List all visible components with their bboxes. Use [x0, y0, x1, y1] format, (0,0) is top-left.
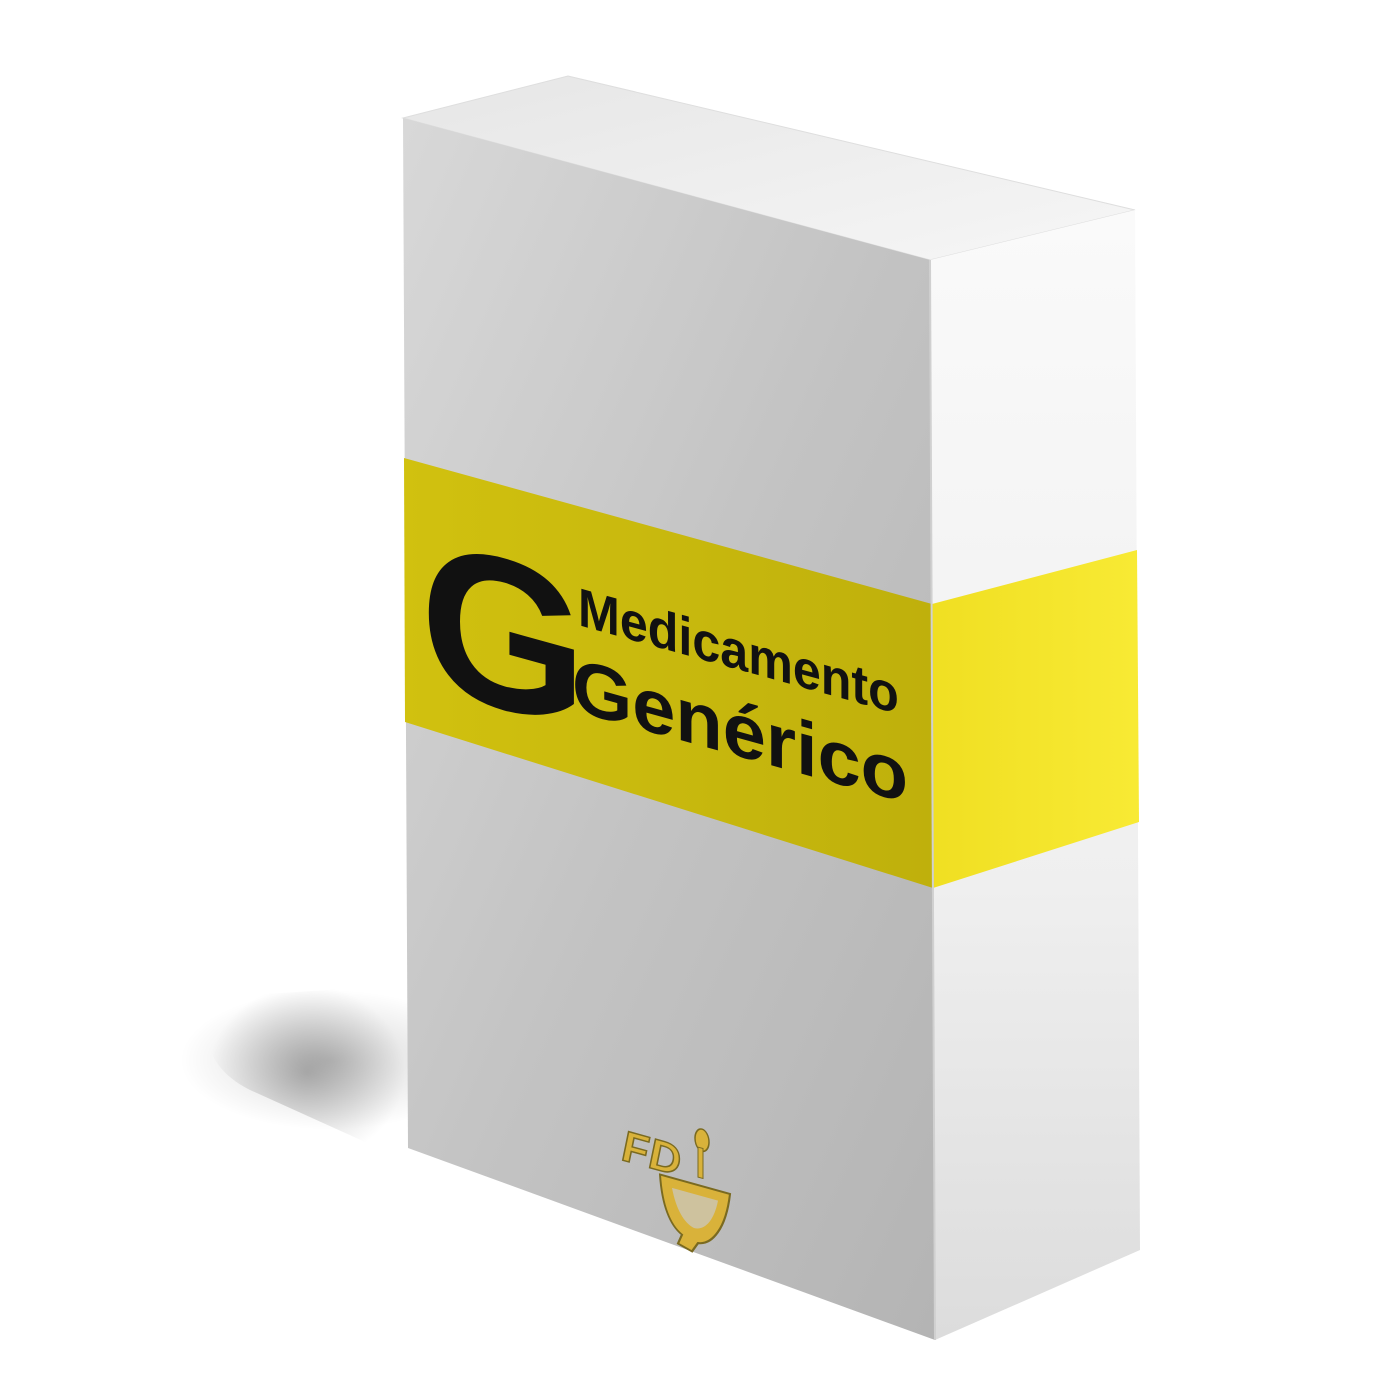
label-content: G Medicamento Genérico	[420, 492, 908, 820]
mortar-pestle-icon	[658, 1128, 732, 1253]
label-band-front	[404, 458, 933, 888]
generic-g-letter: G	[420, 492, 587, 778]
box-front-edge	[929, 259, 936, 1341]
floor-shadow	[180, 985, 480, 1160]
label-band-side	[932, 550, 1139, 888]
